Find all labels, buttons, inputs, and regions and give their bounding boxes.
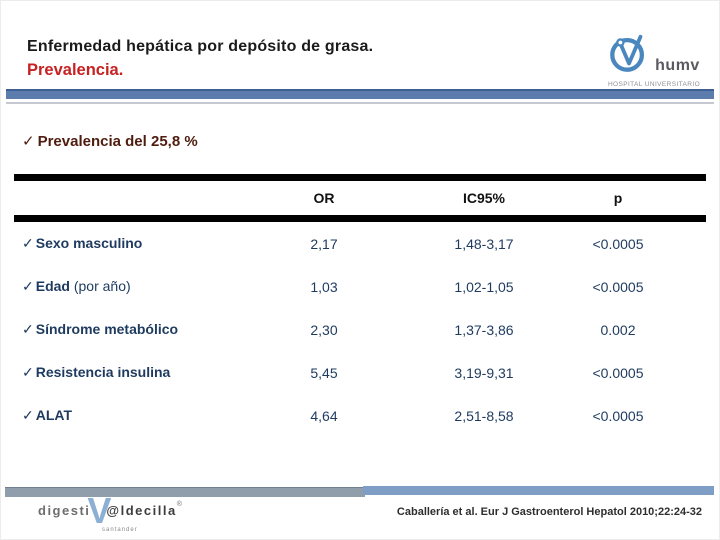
row-label: ✓ Sexo masculino bbox=[14, 235, 254, 252]
top-divider-line bbox=[6, 102, 714, 104]
page-subtitle: Prevalencia. bbox=[27, 61, 124, 79]
table-top-border bbox=[14, 174, 706, 181]
table-header-bottom-border bbox=[14, 215, 706, 222]
header-ic95: IC95% bbox=[462, 190, 506, 206]
p-value: <0.0005 bbox=[592, 364, 644, 381]
row-label-bold: Edad bbox=[35, 278, 70, 294]
table-row: ✓ Síndrome metabólico 2,30 1,37-3,86 0.00… bbox=[14, 308, 706, 351]
ic95-value: 1,37-3,86 bbox=[454, 321, 514, 338]
row-label-bold: Síndrome metabólico bbox=[35, 321, 179, 337]
table-row: ✓ ALAT 4,64 2,51-8,58 <0.0005 bbox=[14, 394, 706, 437]
table-row: ✓ Resistencia insulina 5,45 3,19-9,31 <0.… bbox=[14, 351, 706, 394]
top-divider-bar bbox=[6, 89, 714, 99]
row-label-bold: ALAT bbox=[35, 407, 73, 423]
check-icon: ✓ bbox=[22, 278, 34, 294]
or-value: 1,03 bbox=[310, 278, 338, 295]
table-row: ✓ Sexo masculino 2,17 1,48-3,17 <0.0005 bbox=[14, 222, 706, 265]
digestivo-valdecilla-logo: digestiV@ldecilla® santander bbox=[38, 490, 182, 534]
title-block: Enfermedad hepática por depósito de gras… bbox=[27, 37, 373, 81]
ic95-value: 3,19-9,31 bbox=[454, 364, 514, 381]
digestivo-logo-part2: @ldecilla bbox=[106, 503, 177, 518]
citation: Caballería et al. Eur J Gastroenterol He… bbox=[396, 506, 702, 518]
row-label: ✓ ALAT bbox=[14, 407, 254, 424]
check-icon: ✓ bbox=[22, 235, 34, 251]
digestivo-logo-subtitle: santander bbox=[102, 527, 138, 533]
registered-mark-icon: ® bbox=[176, 501, 182, 508]
p-value: <0.0005 bbox=[592, 407, 644, 424]
digestivo-logo-part1: digesti bbox=[38, 503, 91, 518]
header-p: p bbox=[613, 190, 623, 206]
digestivo-logo-v-icon: V bbox=[87, 490, 112, 531]
or-value: 2,30 bbox=[310, 321, 338, 338]
ic95-value: 2,51-8,58 bbox=[454, 407, 514, 424]
ic95-value: 1,48-3,17 bbox=[454, 235, 514, 252]
ic95-value: 1,02-1,05 bbox=[454, 278, 514, 295]
table-row: ✓ Edad (por año) 1,03 1,02-1,05 <0.0005 bbox=[14, 265, 706, 308]
row-label: ✓ Edad (por año) bbox=[14, 278, 254, 295]
results-table: OR IC95% p ✓ Sexo masculino 2,17 1,48-3,1… bbox=[14, 174, 706, 437]
humv-logo-row: humv bbox=[608, 32, 700, 79]
footer-divider-bar-left bbox=[5, 487, 365, 497]
row-label: ✓ Síndrome metabólico bbox=[14, 321, 254, 338]
check-icon: ✓ bbox=[22, 364, 34, 380]
or-value: 5,45 bbox=[310, 364, 338, 381]
row-label-bold: Sexo masculino bbox=[35, 235, 143, 251]
or-value: 4,64 bbox=[310, 407, 338, 424]
footer-divider-bar-right bbox=[363, 486, 714, 495]
check-icon: ✓ bbox=[22, 321, 34, 337]
row-label-bold: Resistencia insulina bbox=[35, 364, 171, 380]
row-label: ✓ Resistencia insulina bbox=[14, 364, 254, 381]
hospital-caption-line1: HOSPITAL UNIVERSITARIO bbox=[607, 81, 701, 88]
or-value: 2,17 bbox=[310, 235, 338, 252]
table-header-row: OR IC95% p bbox=[14, 181, 706, 215]
p-value: <0.0005 bbox=[592, 235, 644, 252]
check-icon: ✓ bbox=[22, 133, 35, 150]
bullet-text: Prevalencia del 25,8 % bbox=[37, 133, 198, 150]
humv-emblem-icon bbox=[608, 32, 650, 79]
bullet-prevalencia: ✓ Prevalencia del 25,8 % bbox=[22, 132, 198, 150]
p-value: <0.0005 bbox=[592, 278, 644, 295]
p-value: 0.002 bbox=[600, 321, 636, 338]
header-or: OR bbox=[313, 190, 335, 206]
row-label-rest: (por año) bbox=[69, 278, 131, 294]
page-title: Enfermedad hepática por depósito de gras… bbox=[27, 38, 374, 55]
check-icon: ✓ bbox=[22, 407, 34, 423]
humv-logo-text: humv bbox=[655, 57, 700, 74]
